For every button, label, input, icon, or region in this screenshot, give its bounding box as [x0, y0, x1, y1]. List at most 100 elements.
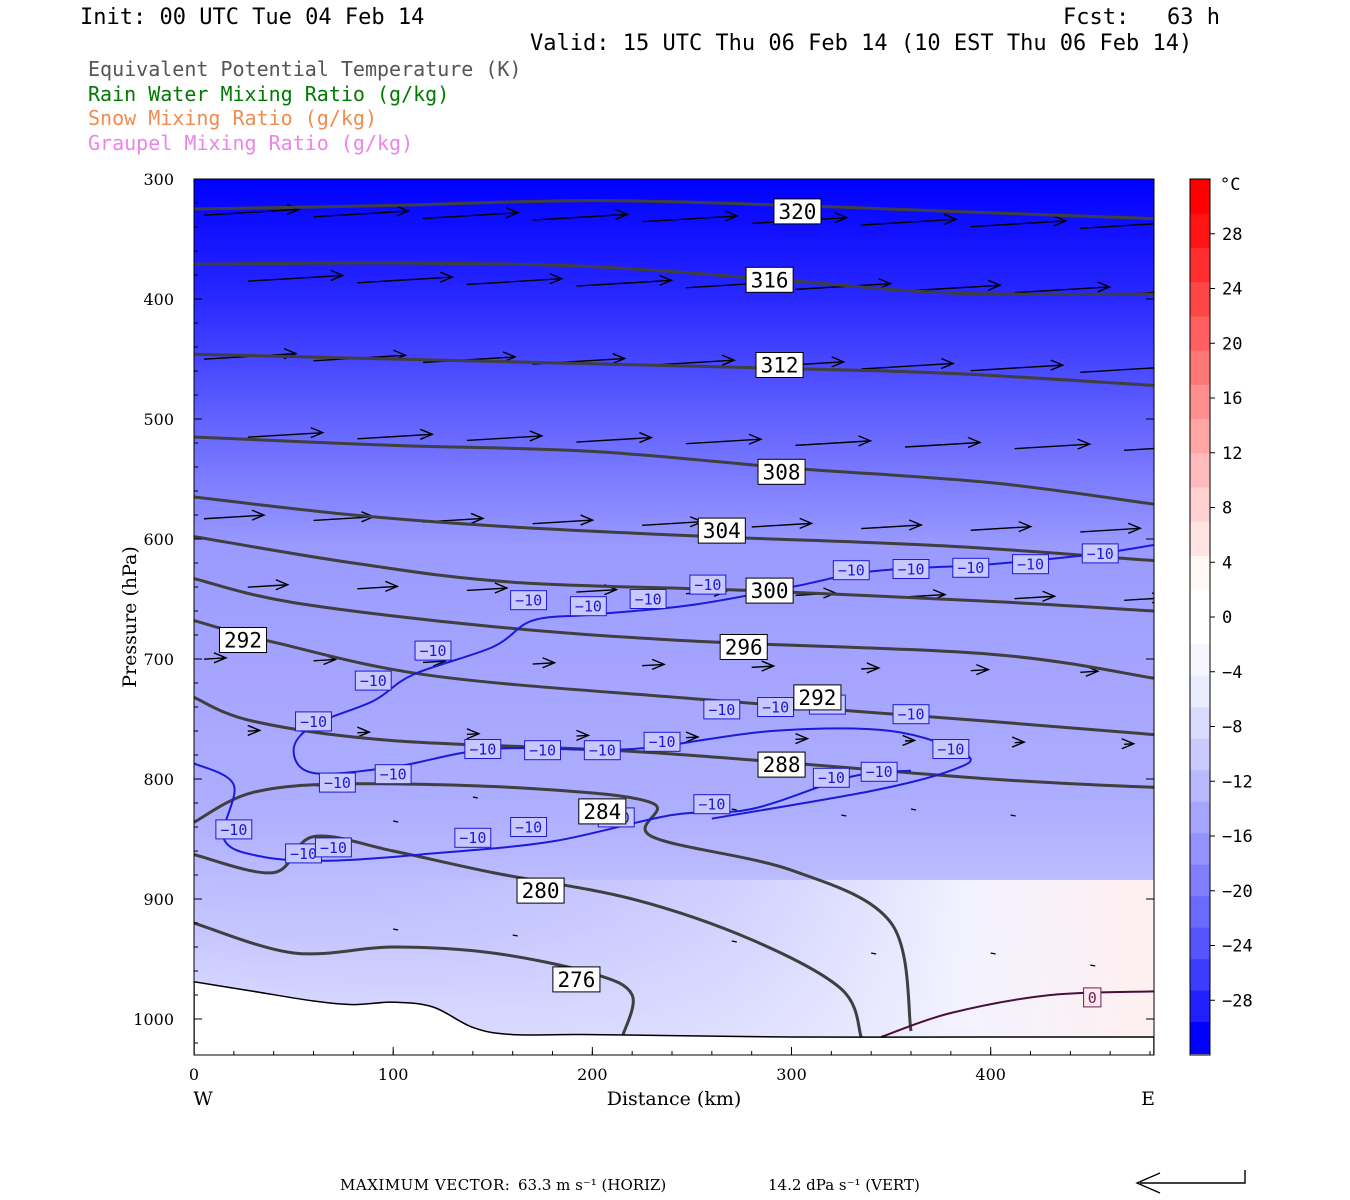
- colorbar-warm-cell: [1190, 418, 1210, 454]
- wind-vector-head: [761, 660, 776, 672]
- contour-label-316-box: [745, 266, 794, 293]
- wind-vector-small: [731, 940, 737, 943]
- isotherm-label-box: [860, 761, 898, 782]
- contour-label-296-text: 296: [725, 636, 763, 660]
- colorbar-warm-cell: [1190, 384, 1210, 420]
- wind-vector-head: [251, 509, 266, 521]
- colorbar-warm-cell: [1190, 247, 1210, 283]
- isotherm-label-text: −10: [290, 845, 317, 863]
- x-tick-label: 400: [975, 1065, 1006, 1084]
- isotherm-label-text: −10: [300, 713, 327, 731]
- wind-vector: [423, 660, 446, 664]
- isotherm-label-box: [812, 767, 850, 788]
- wind-vector: [203, 657, 227, 660]
- wind-vector-head: [310, 427, 325, 439]
- isotherm-label-box: [693, 794, 731, 815]
- contour-label-312-text: 312: [761, 354, 799, 378]
- theta-e-contour-284: [194, 782, 913, 1032]
- isotherm-label-text: −10: [694, 576, 721, 594]
- wind-vector-head: [795, 732, 810, 745]
- wind-vector-head: [580, 514, 595, 526]
- wind-vector-head: [651, 658, 666, 671]
- isotherm-label-text: −10: [575, 598, 602, 616]
- wind-vector: [576, 436, 652, 443]
- wind-vector-head: [1077, 438, 1092, 450]
- y-tick-label: 900: [143, 890, 174, 909]
- colorbar-tick-label: 28: [1222, 225, 1242, 245]
- colorbar-cold-cell: [1190, 1022, 1210, 1055]
- isotherm-label-box: [510, 590, 548, 611]
- wind-vector-head: [494, 582, 509, 594]
- contour-label-292-left-box: [218, 627, 268, 653]
- init-time: Init: 00 UTC Tue 04 Feb 14: [80, 5, 425, 30]
- valid-time: Valid: 15 UTC Thu 06 Feb 14 (10 EST Thu …: [530, 31, 1193, 56]
- contour-label-276: 276: [552, 966, 601, 993]
- isotherm-label-text: −10: [897, 560, 924, 578]
- wind-vector: [861, 362, 954, 370]
- contour-label-288: 288: [757, 751, 806, 778]
- wind-vector: [970, 220, 1066, 228]
- wind-vector-head: [466, 728, 481, 740]
- isotherm-label: −10: [215, 819, 253, 840]
- isotherm-label-text: −10: [320, 839, 347, 857]
- isotherm-label-text: −10: [866, 763, 893, 781]
- y-tick-label: 300: [143, 170, 174, 189]
- wind-vector: [1080, 223, 1154, 229]
- wind-vector: [203, 514, 265, 520]
- wind-vector: [423, 212, 519, 220]
- wind-vector-head: [213, 652, 228, 664]
- wind-vector: [357, 585, 398, 590]
- wind-vector-head: [549, 273, 564, 285]
- y-tick-label: 800: [143, 770, 174, 789]
- isotherm-label: −10: [757, 697, 795, 717]
- contour-label-300-text: 300: [751, 579, 789, 603]
- colorbar-cold-cell: [1190, 707, 1210, 740]
- isotherm-label-box: [374, 764, 412, 785]
- max-vector-vert: 14.2 dPa s⁻¹ (VERT): [768, 1176, 920, 1194]
- wind-vector-small: [841, 814, 847, 817]
- wind-vector-head: [576, 729, 591, 742]
- wind-vector-head: [943, 213, 959, 225]
- wind-vector: [466, 435, 542, 442]
- wind-vector: [1014, 443, 1090, 450]
- colorbar-warm-cell: [1190, 179, 1210, 214]
- wind-vector-head: [529, 430, 544, 442]
- wind-vector-head: [940, 357, 956, 370]
- wind-vector: [970, 668, 989, 672]
- theta-e-contour-312: [194, 352, 1154, 387]
- y-tick-label: 400: [143, 290, 174, 309]
- contour-label-304-text: 304: [703, 519, 741, 543]
- isotherm-label-text: −10: [708, 701, 735, 719]
- forecast-label: Fcst:: [1063, 5, 1130, 30]
- isotherm-zero-line: [880, 990, 1154, 1038]
- colorbar-warm-cell: [1190, 452, 1210, 488]
- wind-vector-head: [866, 662, 881, 674]
- wind-vector: [861, 218, 957, 226]
- axes: 300 400 500 600 700 800 900 1000 0 100 200 300 400 Di…: [119, 170, 1155, 1110]
- isotherm-label-text: −10: [419, 642, 446, 660]
- wind-vector: [1080, 527, 1141, 533]
- isotherm-label-text: −10: [515, 592, 542, 610]
- wind-vector-head: [721, 354, 736, 366]
- isotherm-label: −10: [285, 843, 322, 864]
- wind-vector-head: [1053, 215, 1068, 227]
- wind-vector-head: [748, 433, 763, 445]
- isotherm-label: −10: [892, 559, 930, 579]
- theta-e-contour-304: [194, 495, 1154, 563]
- isotherm-label-text: −10: [380, 766, 407, 784]
- x-tick-label: 0: [189, 1065, 199, 1084]
- isotherm-label-text: −10: [529, 742, 556, 760]
- isotherm-label: −10: [629, 589, 667, 609]
- isotherm-label: −10: [832, 560, 870, 581]
- terrain: [194, 981, 1154, 1055]
- theta-e-contour-296: [194, 577, 1154, 680]
- wind-vector: [1124, 597, 1154, 601]
- wind-vector: [904, 441, 981, 448]
- contour-label-308-box: [757, 458, 806, 485]
- wind-vector-head: [615, 208, 630, 221]
- wind-vector: [313, 658, 336, 662]
- colorbar-tick-label: 4: [1222, 553, 1232, 573]
- colorbar-cold-cell: [1190, 896, 1210, 929]
- colorbar-tick-label: 24: [1222, 280, 1242, 300]
- isotherm-label-box: [454, 827, 492, 848]
